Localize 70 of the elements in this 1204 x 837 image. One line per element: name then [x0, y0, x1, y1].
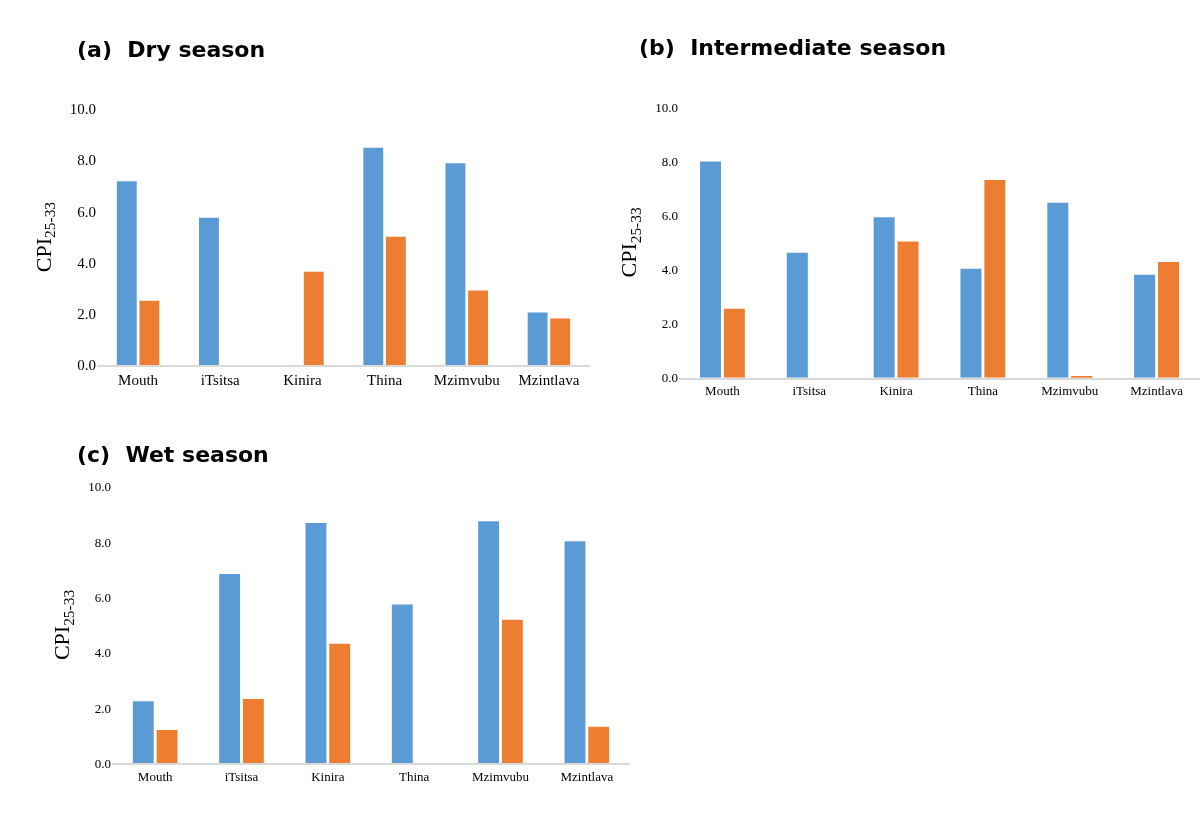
- bar: [199, 217, 219, 366]
- bar: [305, 522, 327, 764]
- x-tick-label: Mzimvubu: [1041, 383, 1099, 399]
- bar: [723, 308, 745, 378]
- x-tick-label: Thina: [967, 383, 999, 399]
- x-tick-label: Thina: [399, 768, 430, 784]
- y-tick-label: 8.0: [661, 153, 678, 169]
- y-tick-label: 4.0: [77, 254, 96, 271]
- bar: [242, 699, 264, 764]
- x-tick-label: Mzimvubu: [471, 768, 530, 784]
- x-tick-label: Kinira: [879, 383, 913, 399]
- x-tick-label: Mzimvubu: [433, 371, 501, 388]
- bar: [363, 147, 384, 366]
- bar: [478, 521, 500, 764]
- x-tick-label: Thina: [367, 371, 403, 388]
- x-tick-label: Kinira: [311, 768, 345, 784]
- bar: [468, 290, 488, 366]
- bar: [527, 312, 548, 366]
- bar: [139, 300, 160, 366]
- bar: [1047, 202, 1069, 378]
- bar: [897, 241, 919, 378]
- bar: [786, 252, 808, 378]
- x-tick-label: Mzintlava: [560, 768, 614, 784]
- y-tick-label: 6.0: [77, 203, 96, 220]
- y-tick-label: 6.0: [661, 207, 678, 223]
- bar: [445, 163, 466, 366]
- bar: [132, 701, 154, 764]
- bar: [329, 643, 351, 764]
- y-tick-label: 2.0: [77, 306, 96, 323]
- bar: [1158, 261, 1180, 378]
- x-tick-label: Mouth: [705, 383, 741, 399]
- y-tick-label: 8.0: [77, 152, 96, 169]
- x-tick-label: iTsitsa: [224, 768, 259, 784]
- bar: [303, 271, 324, 366]
- bar: [873, 217, 895, 378]
- y-tick-label: 2.0: [94, 700, 111, 716]
- x-tick-label: iTsitsa: [200, 371, 241, 388]
- bar: [116, 181, 137, 366]
- bar: [960, 268, 982, 378]
- y-tick-label: 10.0: [88, 479, 111, 495]
- x-tick-label: Mzintlava: [518, 371, 580, 388]
- y-tick-label: 10.0: [69, 101, 96, 118]
- y-tick-label: 0.0: [661, 370, 678, 386]
- chart-title: (a) Dry season: [77, 37, 266, 62]
- bar: [156, 730, 178, 764]
- x-tick-label: Kinira: [283, 371, 322, 388]
- bar: [1134, 274, 1156, 378]
- bar: [984, 179, 1006, 378]
- y-tick-label: 6.0: [94, 589, 111, 605]
- bar: [550, 318, 571, 366]
- bar: [588, 726, 610, 764]
- y-tick-label: 0.0: [94, 755, 111, 771]
- bar: [564, 541, 586, 764]
- bar: [385, 236, 406, 366]
- y-tick-label: 4.0: [661, 262, 678, 278]
- y-tick-label: 10.0: [655, 99, 678, 115]
- x-tick-label: iTsitsa: [792, 383, 827, 399]
- bar: [501, 619, 523, 764]
- chart-title: (c) Wet season: [77, 442, 269, 467]
- bar: [219, 574, 241, 764]
- y-tick-label: 2.0: [661, 316, 678, 332]
- bar: [391, 604, 413, 764]
- chart-title: (b) Intermediate season: [639, 35, 947, 60]
- x-tick-label: Mouth: [118, 371, 159, 388]
- x-tick-label: Mouth: [137, 768, 173, 784]
- y-tick-label: 4.0: [94, 645, 111, 661]
- x-tick-label: Mzintlava: [1130, 383, 1184, 399]
- y-tick-label: 8.0: [94, 534, 111, 550]
- bar: [699, 161, 721, 378]
- y-tick-label: 0.0: [77, 357, 96, 374]
